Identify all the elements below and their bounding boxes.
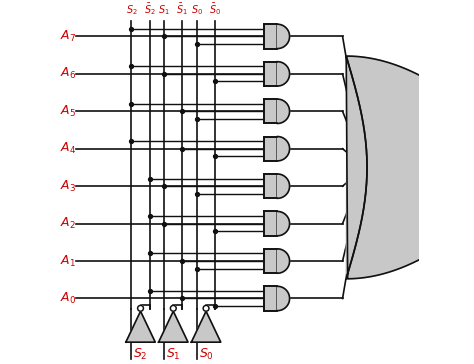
- Bar: [264, 99, 277, 123]
- Text: $A_{5}$: $A_{5}$: [61, 104, 76, 119]
- Text: $S_{2}$: $S_{2}$: [133, 347, 148, 362]
- Polygon shape: [277, 99, 290, 123]
- Text: $\bar{S}_0$: $\bar{S}_0$: [209, 1, 221, 17]
- Bar: [264, 24, 277, 48]
- Text: $A_{7}$: $A_{7}$: [61, 29, 77, 44]
- Polygon shape: [191, 311, 221, 342]
- Bar: [264, 249, 277, 273]
- Circle shape: [203, 305, 209, 311]
- Bar: [264, 136, 277, 161]
- Text: $A_{0}$: $A_{0}$: [61, 291, 77, 306]
- Polygon shape: [346, 56, 462, 279]
- Text: $A_{3}$: $A_{3}$: [61, 179, 77, 194]
- Bar: [264, 286, 277, 310]
- Text: $A_{1}$: $A_{1}$: [61, 253, 76, 269]
- Text: $A_{4}$: $A_{4}$: [61, 141, 77, 156]
- Text: $S_{1}$: $S_{1}$: [158, 3, 170, 17]
- Polygon shape: [159, 311, 188, 342]
- Bar: [264, 62, 277, 86]
- Polygon shape: [277, 24, 290, 48]
- Polygon shape: [126, 311, 155, 342]
- Polygon shape: [277, 211, 290, 236]
- Text: $S_{2}$: $S_{2}$: [126, 3, 137, 17]
- Text: $S_{0}$: $S_{0}$: [191, 3, 203, 17]
- Text: $S_{0}$: $S_{0}$: [199, 347, 213, 362]
- Circle shape: [137, 305, 144, 311]
- Bar: [264, 174, 277, 198]
- Polygon shape: [277, 249, 290, 273]
- Bar: [264, 211, 277, 236]
- Polygon shape: [277, 286, 290, 310]
- Circle shape: [170, 305, 176, 311]
- Text: $A_{2}$: $A_{2}$: [61, 216, 76, 231]
- Text: $S_{1}$: $S_{1}$: [166, 347, 181, 362]
- Polygon shape: [277, 136, 290, 161]
- Polygon shape: [277, 174, 290, 198]
- Text: $\bar{S}_1$: $\bar{S}_1$: [176, 1, 188, 17]
- Text: $A_{6}$: $A_{6}$: [61, 66, 77, 82]
- Polygon shape: [277, 62, 290, 86]
- Text: $\bar{S}_2$: $\bar{S}_2$: [144, 1, 155, 17]
